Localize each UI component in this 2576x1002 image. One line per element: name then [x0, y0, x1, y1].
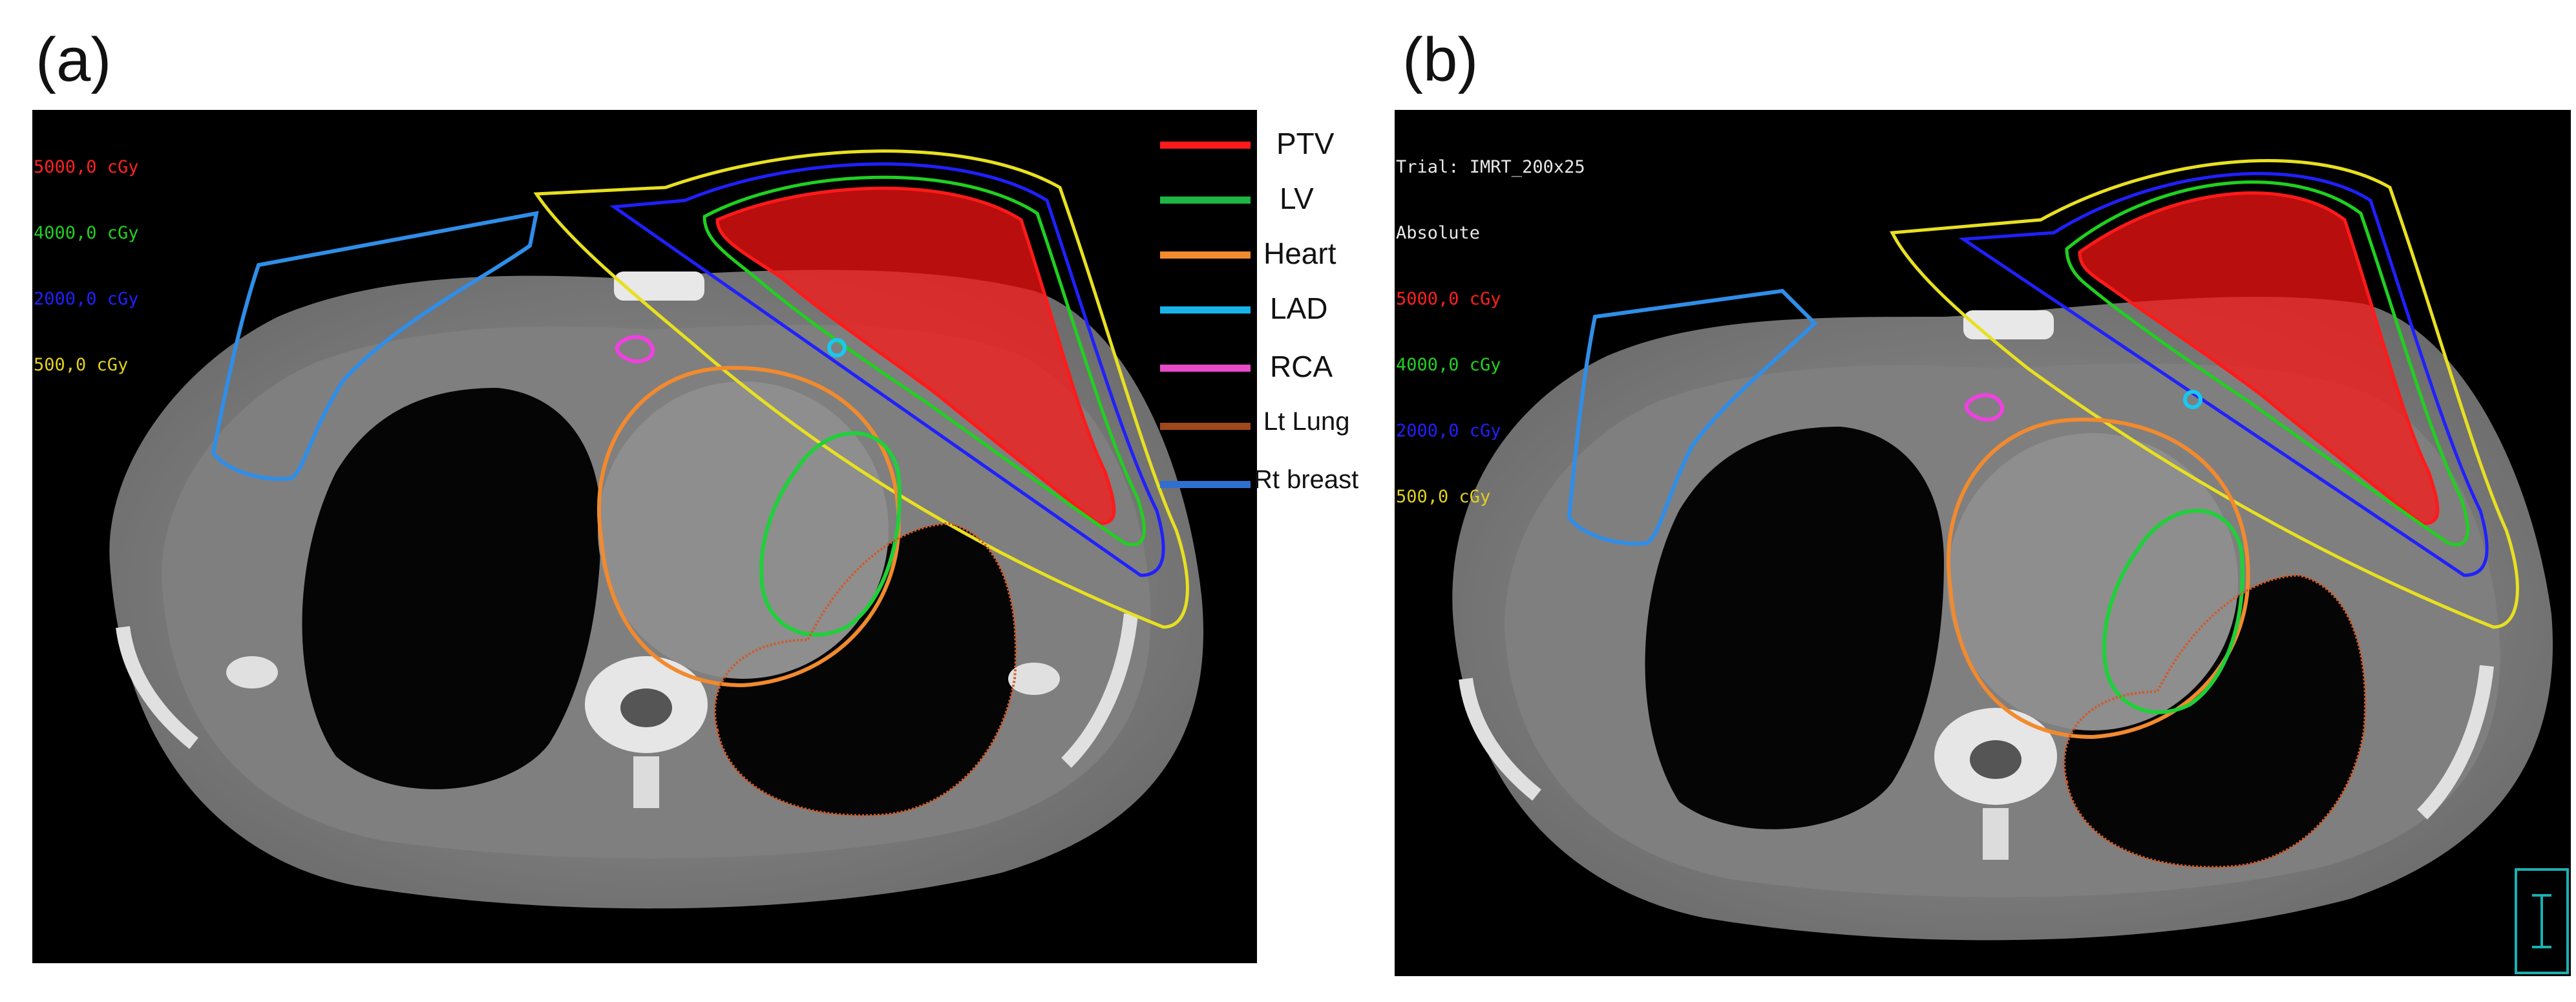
dose-level-500: 500,0 cGy	[34, 355, 129, 375]
ptv-fill	[2078, 191, 2440, 526]
lv-contour	[759, 431, 902, 637]
legend-label: Rt breast	[1254, 465, 1359, 494]
heart-tissue	[1947, 433, 2238, 730]
rca-contour	[615, 335, 655, 363]
lt-lung-contour	[713, 522, 1017, 817]
right-lung	[302, 388, 601, 789]
right-lung	[1645, 427, 1944, 829]
lt-lung-contour	[2063, 573, 2367, 869]
dose-legend-b: Trial: IMRT_200x25 Absolute 5000,0 cGy 4…	[1396, 112, 1585, 552]
dose-level-5000: 5000,0 cGy	[1396, 289, 1501, 309]
iso-4000-line	[702, 175, 1146, 546]
legend-swatch	[1160, 197, 1251, 204]
rt-breast-contour	[1567, 288, 1818, 546]
legend-label: LAD	[1270, 292, 1328, 325]
legend-label: LV	[1280, 182, 1314, 215]
ct-image-a: 5000,0 cGy 4000,0 cGy 2000,0 cGy 500,0 c…	[32, 110, 1257, 963]
iso-2000-line	[1958, 172, 2489, 577]
ct-scan-b	[1452, 159, 2569, 974]
legend-swatch	[1160, 365, 1251, 372]
lv-contour	[2102, 509, 2244, 714]
dose-level-2000: 2000,0 cGy	[1396, 421, 1501, 441]
iso-500-line	[1890, 159, 2519, 629]
dose-level-4000: 4000,0 cGy	[34, 223, 139, 243]
panel-label-b: (b)	[1402, 25, 1479, 94]
ct-scan-a	[109, 149, 1204, 909]
panel-label-a: (a)	[36, 25, 112, 94]
iso-4000-line	[2065, 180, 2469, 546]
dose-level-500: 500,0 cGy	[1396, 487, 1491, 507]
orientation-marker	[2515, 868, 2569, 974]
dose-mode: Absolute	[1396, 223, 1481, 243]
rca-contour	[1964, 393, 2005, 421]
iso-2000-line	[609, 162, 1165, 577]
legend-label: Lt Lung	[1263, 407, 1350, 436]
iso-500-line	[533, 149, 1189, 629]
legend-swatch	[1160, 251, 1251, 259]
heart-tissue	[598, 381, 889, 679]
lad-contour	[827, 338, 847, 357]
heart-contour	[1946, 418, 2250, 740]
dose-level-5000: 5000,0 cGy	[34, 157, 139, 177]
dose-legend-a: 5000,0 cGy 4000,0 cGy 2000,0 cGy 500,0 c…	[34, 112, 139, 420]
rt-breast-contour	[211, 211, 539, 481]
legend-label: PTV	[1276, 127, 1335, 160]
legend-swatch	[1160, 306, 1251, 314]
dose-level-4000: 4000,0 cGy	[1396, 355, 1501, 375]
legend-swatch	[1160, 481, 1251, 488]
ct-image-b: Trial: IMRT_200x25 Absolute 5000,0 cGy 4…	[1395, 110, 2571, 976]
legend-swatch	[1160, 142, 1251, 149]
left-lung	[715, 524, 1016, 816]
legend-label: Heart	[1263, 237, 1336, 270]
lad-contour	[2183, 390, 2202, 409]
legend-label: RCA	[1270, 350, 1333, 383]
legend-swatch	[1160, 423, 1251, 430]
left-lung	[2064, 575, 2365, 868]
trial-name: Trial: IMRT_200x25	[1396, 157, 1585, 177]
ptv-fill	[715, 186, 1116, 526]
dose-level-2000: 2000,0 cGy	[34, 289, 139, 309]
